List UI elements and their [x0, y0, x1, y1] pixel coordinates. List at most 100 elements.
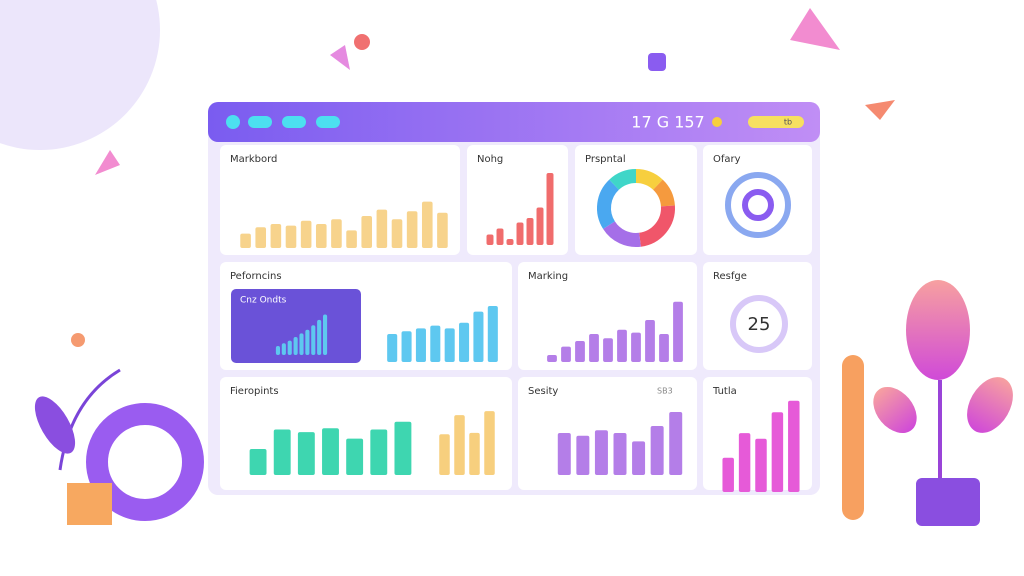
panel-title: Ofary	[713, 154, 741, 165]
bar	[576, 435, 590, 475]
donut-segment	[638, 205, 675, 247]
panel	[703, 145, 812, 255]
bar	[299, 333, 304, 355]
bar	[575, 341, 585, 362]
gauge-core	[742, 189, 774, 221]
bar	[473, 311, 484, 362]
bar	[557, 433, 571, 475]
bar	[561, 346, 571, 362]
tab	[248, 116, 272, 128]
leaf	[873, 386, 917, 434]
bar	[270, 224, 282, 248]
donut-segment	[635, 169, 663, 191]
bar	[311, 325, 316, 355]
panel-title: Tutla	[712, 386, 737, 397]
deco	[354, 34, 370, 50]
stem	[58, 368, 121, 471]
bar	[487, 306, 498, 362]
bar	[722, 457, 734, 492]
pot	[67, 483, 112, 525]
bar	[645, 320, 655, 362]
bar	[659, 334, 669, 362]
donut-segment	[609, 169, 637, 191]
inner-title: Cnz Ondts	[240, 296, 287, 306]
pot	[916, 478, 980, 526]
bar	[486, 234, 494, 245]
bar	[240, 233, 251, 248]
bar	[669, 412, 683, 475]
donut-segment	[603, 221, 641, 247]
tab	[316, 116, 340, 128]
bar	[613, 433, 627, 475]
deco	[95, 150, 120, 175]
bar	[594, 430, 608, 475]
donut-segment	[652, 179, 675, 207]
bar	[496, 228, 504, 245]
bar	[788, 400, 800, 492]
bar	[536, 207, 544, 245]
bar	[589, 334, 599, 362]
bar	[346, 438, 364, 475]
bar	[293, 337, 298, 355]
dot	[712, 117, 722, 127]
bar	[526, 218, 534, 245]
panel-title: Sesity	[528, 386, 558, 397]
inner-card	[231, 289, 361, 363]
bar	[546, 173, 554, 245]
bar	[506, 239, 514, 245]
bar	[755, 438, 767, 492]
clock: 17 G 157	[631, 113, 704, 132]
bar	[305, 329, 310, 355]
bar	[469, 432, 480, 475]
panel-title: Marking	[528, 271, 568, 282]
donut-deco	[86, 403, 204, 521]
panel	[703, 262, 812, 370]
bar	[454, 415, 465, 475]
bar	[401, 331, 412, 362]
bar	[391, 219, 403, 248]
bar	[516, 222, 524, 245]
bar	[673, 301, 683, 362]
bg-blob	[0, 0, 160, 150]
leaf	[34, 396, 76, 454]
panel-title: Fieropints	[230, 386, 279, 397]
tab	[282, 116, 306, 128]
bar	[650, 426, 664, 475]
bar	[632, 441, 646, 475]
legend: SB3	[657, 387, 673, 396]
bar	[738, 433, 751, 492]
gauge-ring	[725, 172, 791, 238]
bar	[406, 211, 418, 248]
bar	[415, 328, 426, 362]
bar	[370, 429, 388, 475]
bar	[394, 421, 412, 475]
bar	[439, 434, 450, 475]
bar	[322, 428, 339, 475]
bar	[603, 338, 613, 362]
bar	[631, 332, 641, 362]
bar	[300, 220, 312, 248]
badge	[748, 116, 804, 128]
gauge-ring	[730, 295, 788, 353]
donut-segment	[597, 179, 620, 229]
bar	[547, 355, 557, 362]
bar	[430, 325, 441, 362]
bar	[376, 209, 388, 248]
bar	[249, 449, 267, 475]
bar	[459, 322, 470, 362]
deco	[330, 45, 350, 70]
bar	[346, 230, 357, 248]
bar	[315, 224, 327, 248]
leaf	[906, 280, 970, 380]
panel-title: Markbord	[230, 154, 277, 165]
gauge-value: 25	[748, 314, 771, 335]
bar	[297, 432, 315, 475]
bar	[771, 412, 784, 492]
bar	[437, 212, 448, 248]
deco	[71, 333, 85, 347]
bar	[331, 219, 342, 248]
bar	[322, 314, 328, 355]
panel-title: Nohg	[477, 154, 503, 165]
bar	[421, 201, 433, 248]
